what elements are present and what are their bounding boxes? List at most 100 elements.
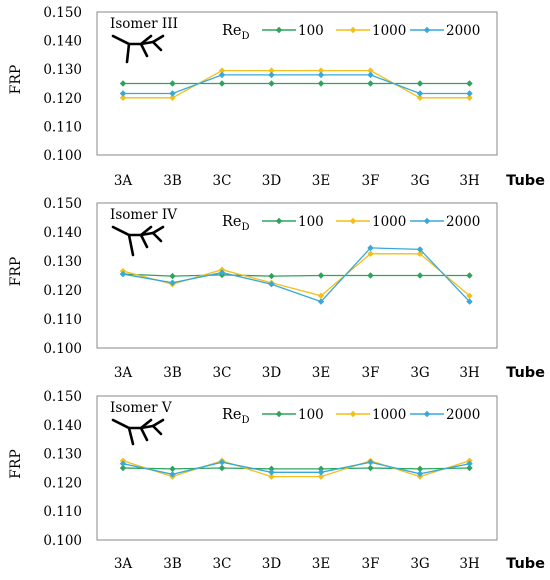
data-point-2000-3B (169, 279, 176, 286)
data-point-1000-3H (466, 94, 473, 101)
series-line-2000 (123, 74, 470, 95)
data-point-2000-3A (119, 270, 127, 278)
tree-branch (151, 34, 165, 44)
y-tick-label: 0.110 (43, 504, 82, 520)
x-tick-label: 3D (262, 173, 282, 189)
legend-title: ReD (222, 407, 250, 426)
x-tick-label: 3E (312, 173, 330, 189)
data-point-1000-3C (218, 67, 226, 74)
legend-label: 100 (298, 23, 324, 39)
x-tick-label: 3G (410, 173, 429, 189)
plot-frame (96, 202, 498, 349)
legend-title-subscript: D (242, 222, 250, 233)
data-point-100-3G (416, 272, 424, 279)
data-point-1000-3H (466, 292, 473, 299)
x-tick-label: 3F (362, 173, 380, 189)
y-tick-label: 0.110 (43, 312, 82, 328)
data-point-1000-3D (268, 67, 275, 74)
series-line-100 (122, 467, 470, 470)
legend-label: 100 (298, 214, 324, 230)
legend-title: ReD (222, 214, 250, 233)
panel-title: Isomer V (110, 400, 172, 416)
x-tick-label: 3B (163, 365, 182, 381)
data-point-100-3B (169, 80, 176, 87)
series-line-1000 (122, 460, 470, 478)
data-point-1000-3F (367, 250, 374, 257)
data-point-2000-3A (119, 90, 127, 97)
tree-branch (111, 34, 155, 46)
tree-branch (151, 225, 165, 235)
legend-title: ReD (222, 23, 250, 42)
tree-branch (139, 426, 149, 442)
data-point-100-3H (466, 80, 473, 87)
tree-branch (111, 418, 155, 430)
series-line-2000 (122, 247, 470, 303)
data-point-1000-3F (367, 67, 374, 74)
y-tick-label: 0.100 (43, 533, 82, 549)
data-point-100-3A (119, 80, 127, 87)
panel-title: Isomer III (110, 16, 178, 32)
x-axis-label: Tube (506, 556, 545, 572)
x-tick-label: 3A (114, 173, 133, 189)
legend-title-subscript: D (242, 415, 250, 426)
x-tick-label: 3H (459, 556, 480, 572)
panel-title: Isomer IV (110, 207, 177, 223)
data-point-2000-3E (317, 71, 325, 79)
x-tick-label: 3A (114, 365, 133, 381)
y-tick-label: 0.120 (43, 91, 82, 107)
data-point-2000-3C (218, 459, 226, 466)
tree-branch (139, 418, 153, 430)
legend-marker-100 (275, 26, 283, 34)
data-point-100-3G (416, 465, 424, 473)
tree-branch (151, 40, 163, 52)
data-point-1000-3E (317, 292, 325, 299)
x-axis-label: Tube (506, 173, 545, 189)
data-point-1000-3G (416, 250, 424, 257)
isomer-tree-icon (111, 225, 165, 257)
series-line-1000 (123, 69, 470, 99)
x-tick-label: 3G (410, 556, 429, 572)
x-tick-label: 3E (312, 365, 330, 381)
tree-branch (139, 34, 153, 46)
legend-label: 2000 (446, 23, 480, 39)
x-axis-label: Tube (506, 365, 545, 381)
y-tick-label: 0.150 (43, 196, 82, 212)
x-tick-label: 3E (312, 556, 330, 572)
data-point-100-3B (169, 272, 176, 280)
tree-branch (139, 225, 153, 237)
legend-marker-1000 (349, 217, 357, 225)
tree-branch (127, 233, 135, 257)
data-point-2000-3D (268, 469, 275, 476)
data-point-2000-3A (119, 460, 127, 467)
y-tick-label: 0.150 (43, 5, 82, 21)
y-tick-label: 0.110 (43, 119, 82, 135)
data-point-100-3F (367, 464, 374, 472)
x-tick-label: 3F (362, 365, 380, 381)
tree-branch (111, 225, 155, 237)
plot-frame (96, 395, 498, 541)
data-point-100-3D (268, 465, 275, 473)
y-tick-label: 0.100 (43, 148, 82, 164)
legend-label: 1000 (372, 407, 406, 423)
y-tick-label: 0.120 (43, 475, 82, 491)
legend-label: 1000 (372, 23, 406, 39)
y-tick-label: 0.140 (43, 225, 82, 241)
x-tick-label: 3C (213, 173, 232, 189)
x-tick-label: 3F (362, 556, 380, 572)
legend-marker-100 (275, 217, 283, 225)
y-axis-label: FRP (8, 449, 24, 479)
data-point-1000-3E (317, 473, 325, 480)
y-tick-label: 0.150 (43, 389, 82, 405)
tree-branch (139, 233, 149, 249)
y-tick-label: 0.130 (43, 254, 82, 270)
data-point-100-3D (268, 272, 275, 280)
data-point-1000-3B (169, 94, 176, 101)
chart-panel-3: 0.100 0.110 0.120 0.130 0.140 0.150 FRP 3A 3B 3C 3… (8, 389, 545, 572)
chart-panel-2: 0.100 0.110 0.120 0.130 0.140 0.150 FRP 3A 3B 3C 3… (8, 196, 545, 381)
legend-label: 2000 (446, 214, 480, 230)
data-point-2000-3G (416, 246, 424, 253)
y-tick-label: 0.140 (43, 34, 82, 50)
x-tick-label: 3H (459, 173, 480, 189)
legend-label: 100 (298, 407, 324, 423)
